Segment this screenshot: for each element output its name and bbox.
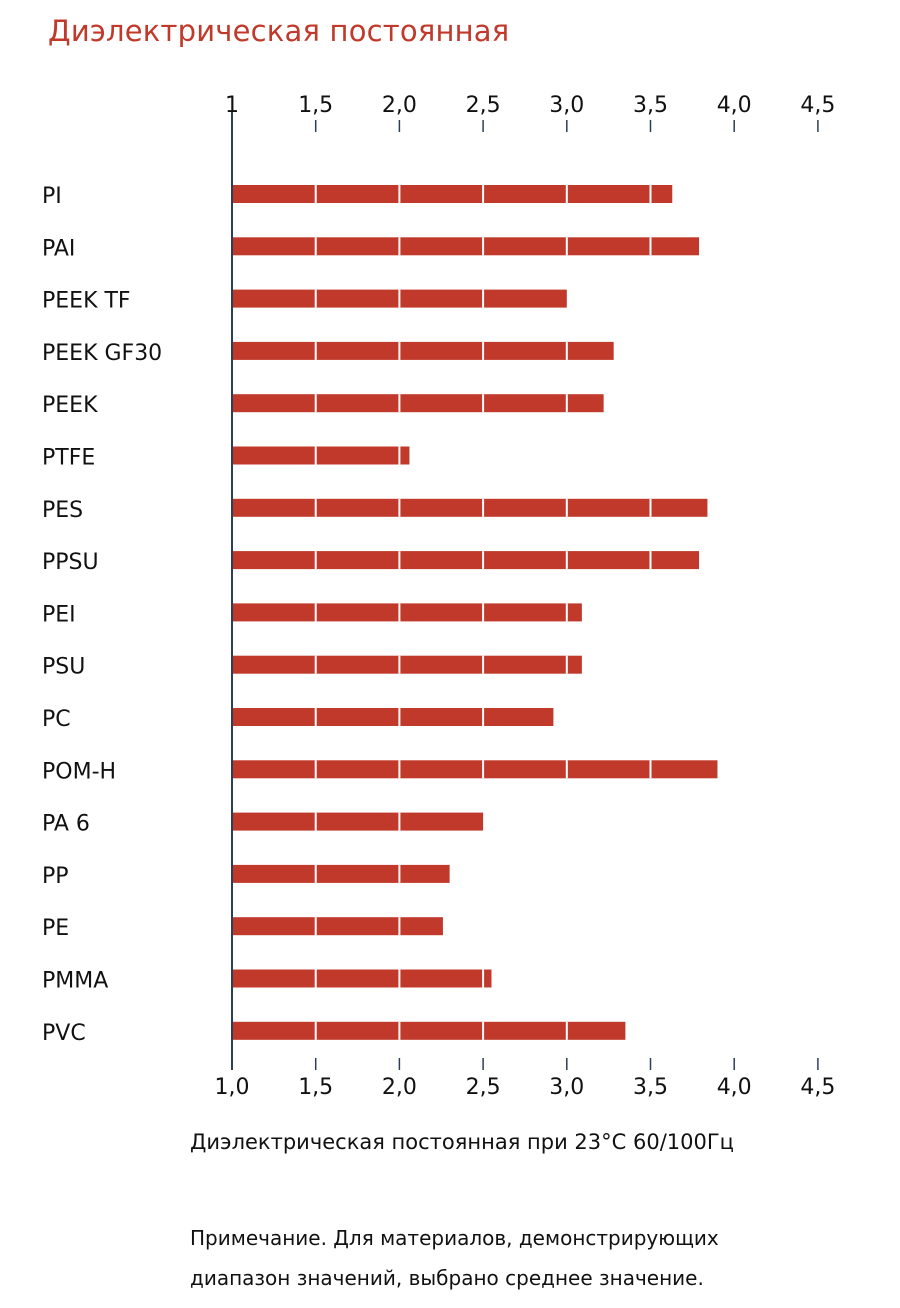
category-label: PES xyxy=(42,498,83,523)
bar-pc xyxy=(232,708,554,726)
category-label: PE xyxy=(42,916,69,941)
category-label: PSU xyxy=(42,655,85,680)
top-tick-label: 1,5 xyxy=(298,93,333,118)
bar-peek xyxy=(232,394,604,413)
category-label: PPSU xyxy=(42,550,99,575)
bottom-tick-label: 3,5 xyxy=(633,1075,668,1100)
category-label: POM-H xyxy=(42,759,116,784)
category-label: PEEK xyxy=(42,393,98,418)
bar-pa-6 xyxy=(232,812,484,831)
bar-pai xyxy=(232,237,700,256)
bottom-tick-label: 2,0 xyxy=(382,1075,417,1100)
bottom-tick-label: 2,5 xyxy=(466,1075,501,1100)
bars-group xyxy=(232,185,718,1040)
category-label: PP xyxy=(42,864,69,889)
bottom-tick-label: 1,0 xyxy=(215,1075,250,1100)
bar-pi xyxy=(232,185,673,203)
category-label: PEEK TF xyxy=(42,289,131,314)
bottom-tick-label: 1,5 xyxy=(298,1075,333,1100)
category-label: PAI xyxy=(42,236,75,261)
category-label: PMMA xyxy=(42,969,108,994)
bar-pei xyxy=(232,603,582,622)
axes-group xyxy=(231,112,819,1070)
bottom-tick-label: 3,0 xyxy=(549,1075,584,1100)
top-tick-label: 4,5 xyxy=(800,93,835,118)
top-tick-label: 2,0 xyxy=(382,93,417,118)
bar-pmma xyxy=(232,969,492,988)
footnote: Примечание. Для материалов, демонстрирую… xyxy=(190,1218,719,1298)
category-labels-group: PI PAI PEEK TF PEEK GF30 PEEK PTFE PES PPSU PEI P… xyxy=(42,184,162,1046)
bar-pes xyxy=(232,498,708,517)
top-tick-label: 3,5 xyxy=(633,93,668,118)
chart-title: Диэлектрическая постоянная xyxy=(48,14,510,48)
x-axis-label: Диэлектрическая постоянная при 23°C 60/1… xyxy=(190,1130,734,1154)
bar-pom-h xyxy=(232,760,718,779)
top-tick-label: 1 xyxy=(225,93,239,118)
tick-labels-group: 1 1,0 1,5 1,5 2,0 2,0 2,5 2,5 3,0 3,0 3,5 3,5 4,0 4,0… xyxy=(215,93,836,1100)
footnote-line-2: диапазон значений, выбрано среднее значе… xyxy=(190,1266,704,1290)
category-label: PI xyxy=(42,184,62,209)
category-label: PC xyxy=(42,707,71,732)
top-tick-label: 3,0 xyxy=(549,93,584,118)
bar-ppsu xyxy=(232,551,700,570)
bar-peek-gf30 xyxy=(232,341,614,360)
category-label: PEI xyxy=(42,602,76,627)
category-label: PA 6 xyxy=(42,812,90,837)
category-label: PTFE xyxy=(42,446,95,471)
category-label: PVC xyxy=(42,1021,86,1046)
bar-pe xyxy=(232,917,443,936)
top-tick-label: 2,5 xyxy=(466,93,501,118)
top-tick-label: 4,0 xyxy=(717,93,752,118)
bar-ptfe xyxy=(232,446,410,465)
bottom-tick-label: 4,5 xyxy=(800,1075,835,1100)
category-label: PEEK GF30 xyxy=(42,341,162,366)
bar-psu xyxy=(232,655,582,674)
bar-pvc xyxy=(232,1021,626,1040)
dividers-group xyxy=(314,185,652,1040)
footnote-line-1: Примечание. Для материалов, демонстрирую… xyxy=(190,1226,719,1250)
bar-pp xyxy=(232,864,450,883)
bottom-tick-label: 4,0 xyxy=(717,1075,752,1100)
